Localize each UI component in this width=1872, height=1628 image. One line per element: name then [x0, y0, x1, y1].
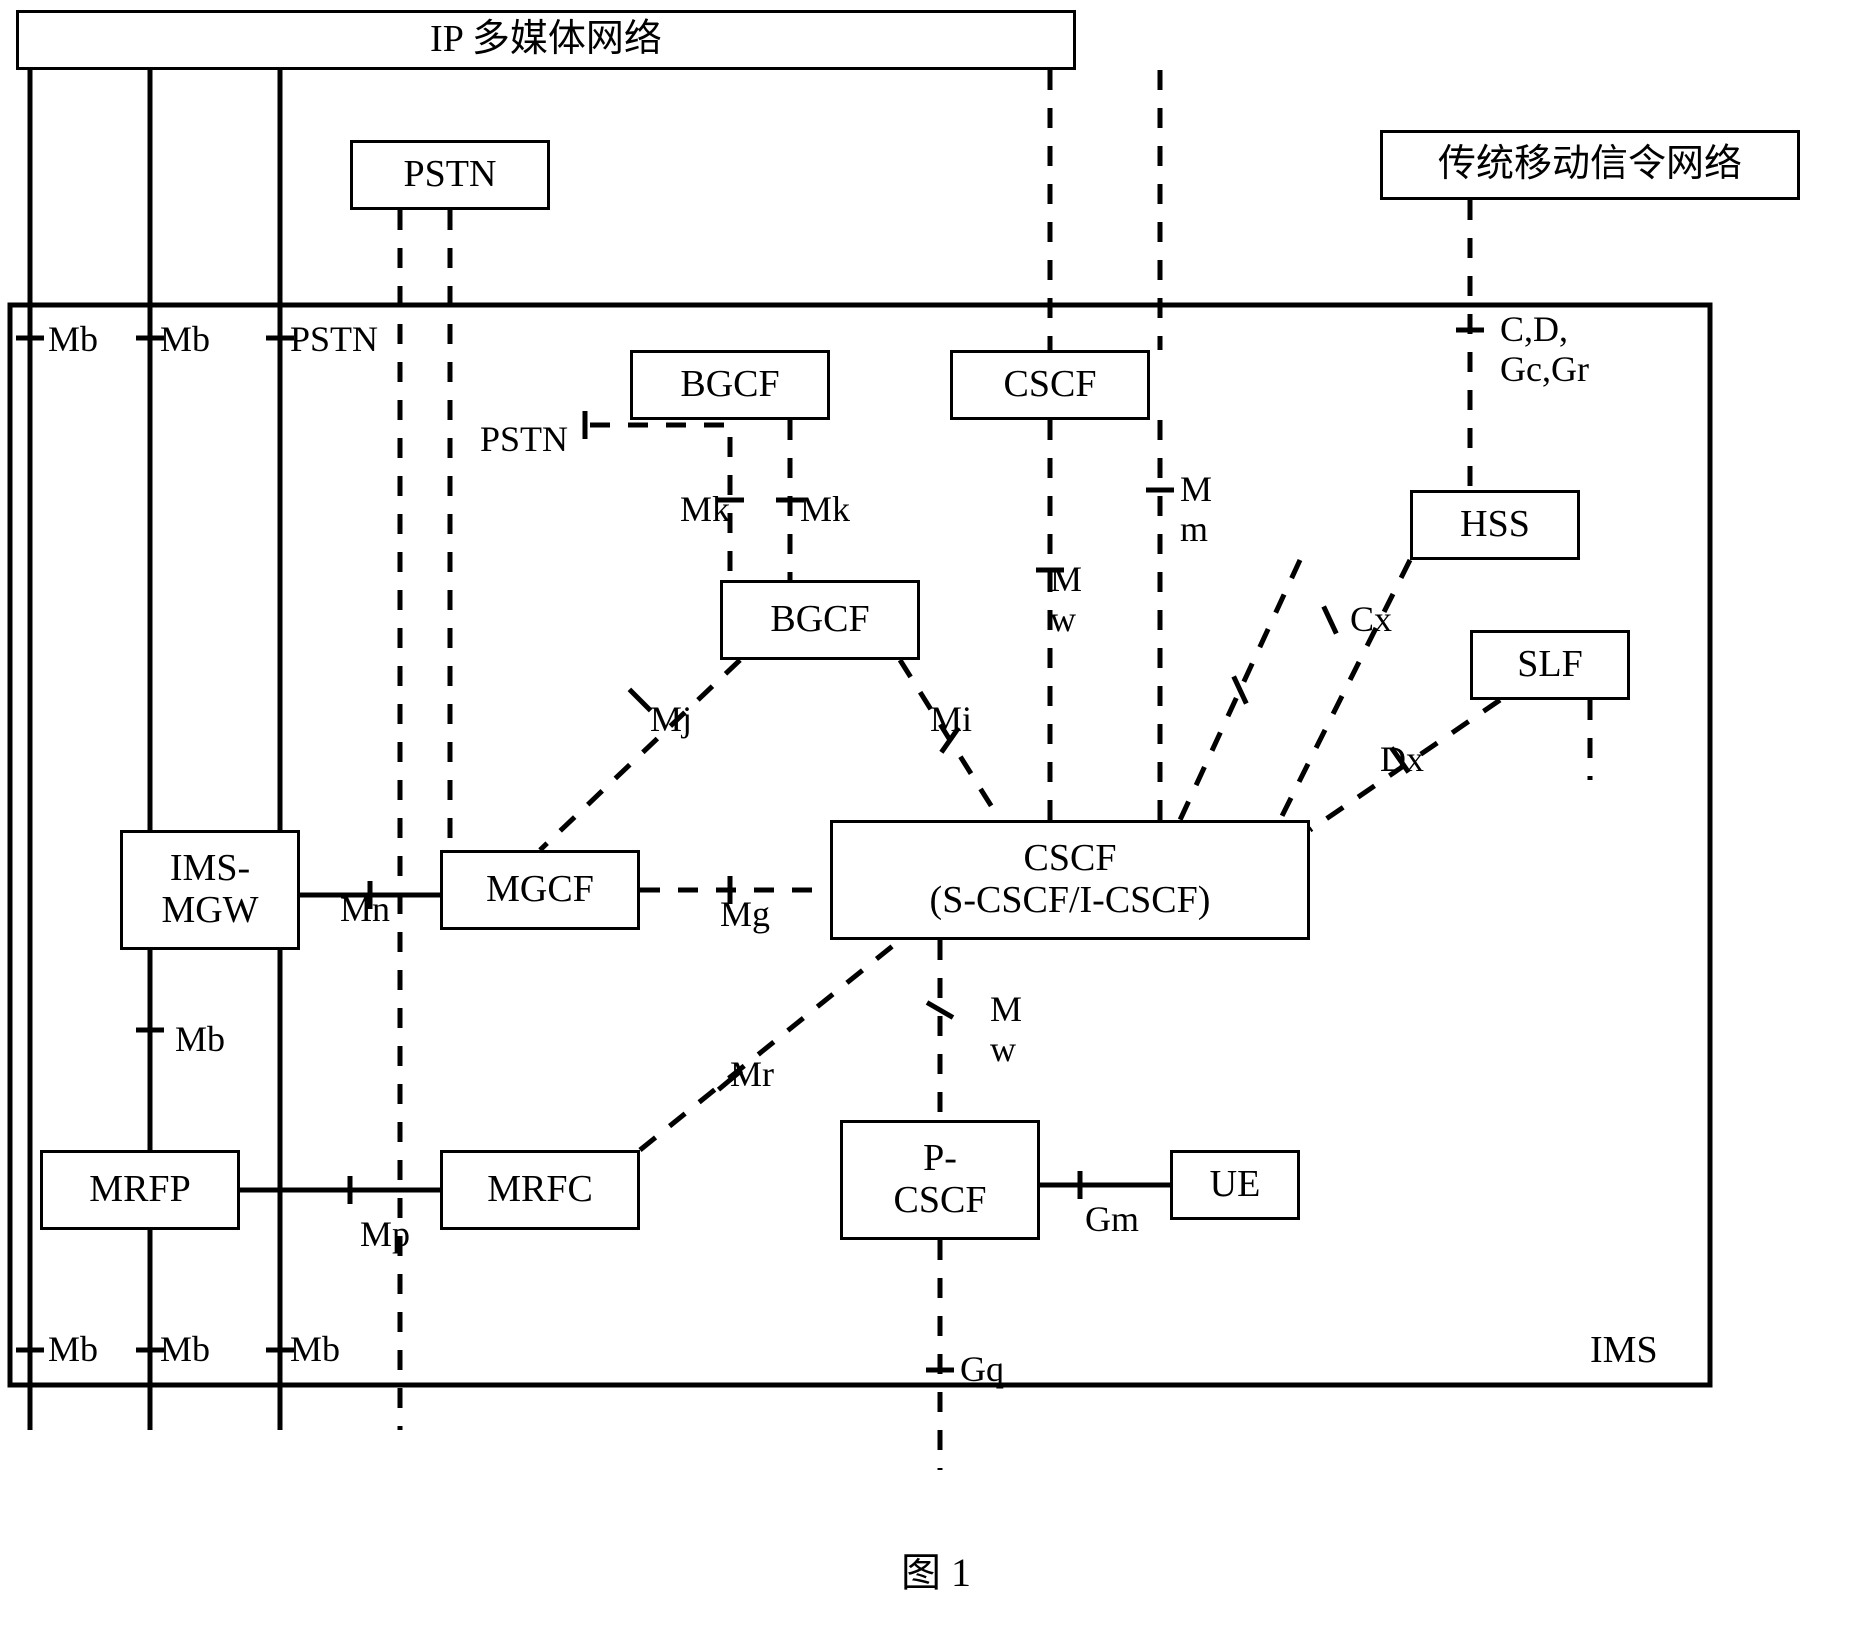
node-bgcf-top: BGCF — [630, 350, 830, 420]
node-cscf-main: CSCF (S-CSCF/I-CSCF) — [830, 820, 1310, 940]
edge-label-dx: Dx — [1380, 740, 1424, 780]
edge-label-mk1: Mk — [680, 490, 730, 530]
node-mrfp: MRFP — [40, 1150, 240, 1230]
edge-label-mb_b3: Mb — [290, 1330, 340, 1370]
edge-label-mr: Mr — [730, 1055, 774, 1095]
diagram-edges — [0, 0, 1872, 1628]
ims-label: IMS — [1590, 1330, 1658, 1372]
edge-label-mb1: Mb — [48, 320, 98, 360]
edge-label-mb2: Mb — [160, 320, 210, 360]
node-slf: SLF — [1470, 630, 1630, 700]
edge-label-mj: Mj — [650, 700, 692, 740]
edge-label-mb_mid: Mb — [175, 1020, 225, 1060]
node-cscf-top: CSCF — [950, 350, 1150, 420]
node-hss: HSS — [1410, 490, 1580, 560]
edge-label-pstn1: PSTN — [290, 320, 378, 360]
edge-label-mi: Mi — [930, 700, 972, 740]
node-ue: UE — [1170, 1150, 1300, 1220]
node-pstn: PSTN — [350, 140, 550, 210]
edge-label-gm: Gm — [1085, 1200, 1139, 1240]
edge-label-mb_b1: Mb — [48, 1330, 98, 1370]
edge-label-mn: Mn — [340, 890, 390, 930]
node-bgcf-mid: BGCF — [720, 580, 920, 660]
node-ims-mgw: IMS- MGW — [120, 830, 300, 950]
edge-label-mw_bot: M w — [990, 990, 1022, 1069]
edge-label-mw_top: M w — [1050, 560, 1082, 639]
edge-label-cx: Cx — [1350, 600, 1392, 640]
node-mgcf: MGCF — [440, 850, 640, 930]
edge-label-mb_b2: Mb — [160, 1330, 210, 1370]
edge-label-mm: M m — [1180, 470, 1212, 549]
node-p-cscf: P- CSCF — [840, 1120, 1040, 1240]
edge-label-cdgcgr: C,D, Gc,Gr — [1500, 310, 1589, 389]
figure-caption: 图 1 — [901, 1540, 971, 1598]
edge-label-pstn2: PSTN — [480, 420, 568, 460]
node-ip-net: IP 多媒体网络 — [16, 10, 1076, 70]
edge-label-mp: Mp — [360, 1215, 410, 1255]
node-legacy-net: 传统移动信令网络 — [1380, 130, 1800, 200]
edge-label-mg: Mg — [720, 895, 770, 935]
edge-label-mk2: Mk — [800, 490, 850, 530]
node-mrfc: MRFC — [440, 1150, 640, 1230]
edge-label-gq: Gq — [960, 1350, 1004, 1390]
